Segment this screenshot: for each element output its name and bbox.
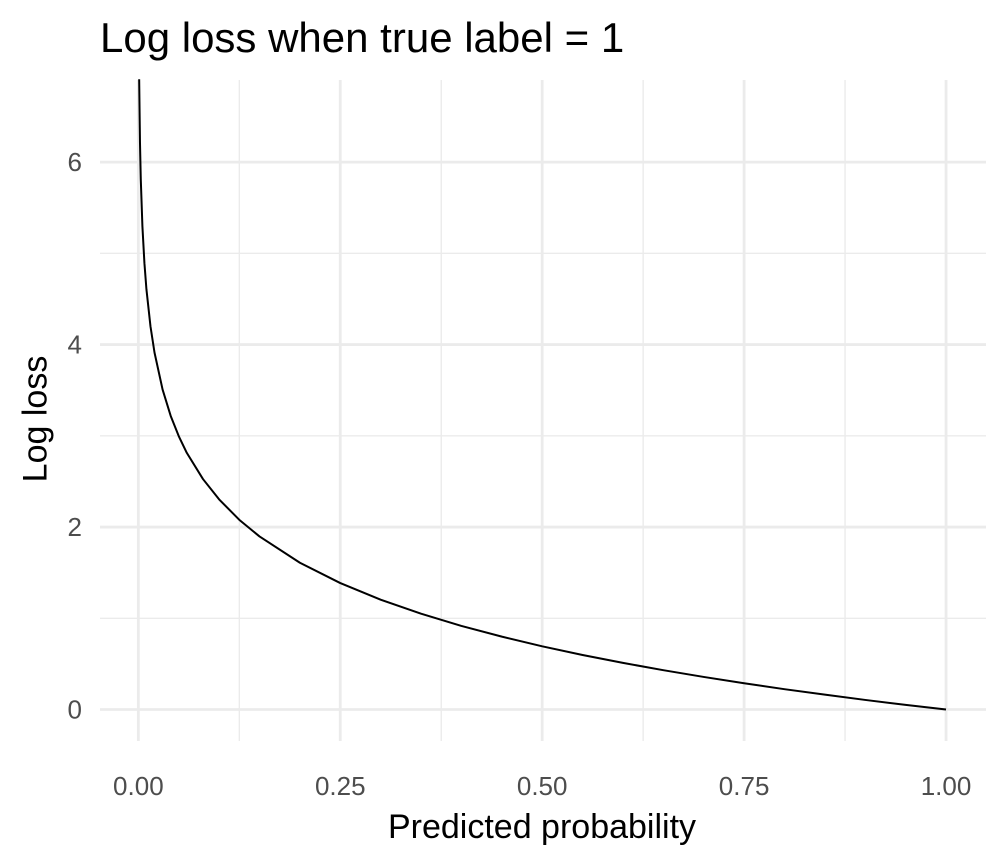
y-tick-label: 4	[68, 330, 82, 360]
x-axis-label: Predicted probability	[387, 808, 697, 846]
x-tick-label: 0.75	[719, 771, 770, 801]
y-axis-label: Log loss	[16, 355, 55, 483]
y-tick-label: 6	[68, 147, 82, 177]
chart-title: Log loss when true label = 1	[100, 14, 625, 61]
y-tick-label: 0	[68, 695, 82, 725]
y-tick-label: 2	[68, 512, 82, 542]
x-tick-label: 0.50	[517, 771, 568, 801]
loss-curve-line	[138, 79, 947, 711]
x-tick-label: 0.00	[113, 771, 164, 801]
x-tick-label: 1.00	[921, 771, 972, 801]
x-tick-label: 0.25	[315, 771, 366, 801]
